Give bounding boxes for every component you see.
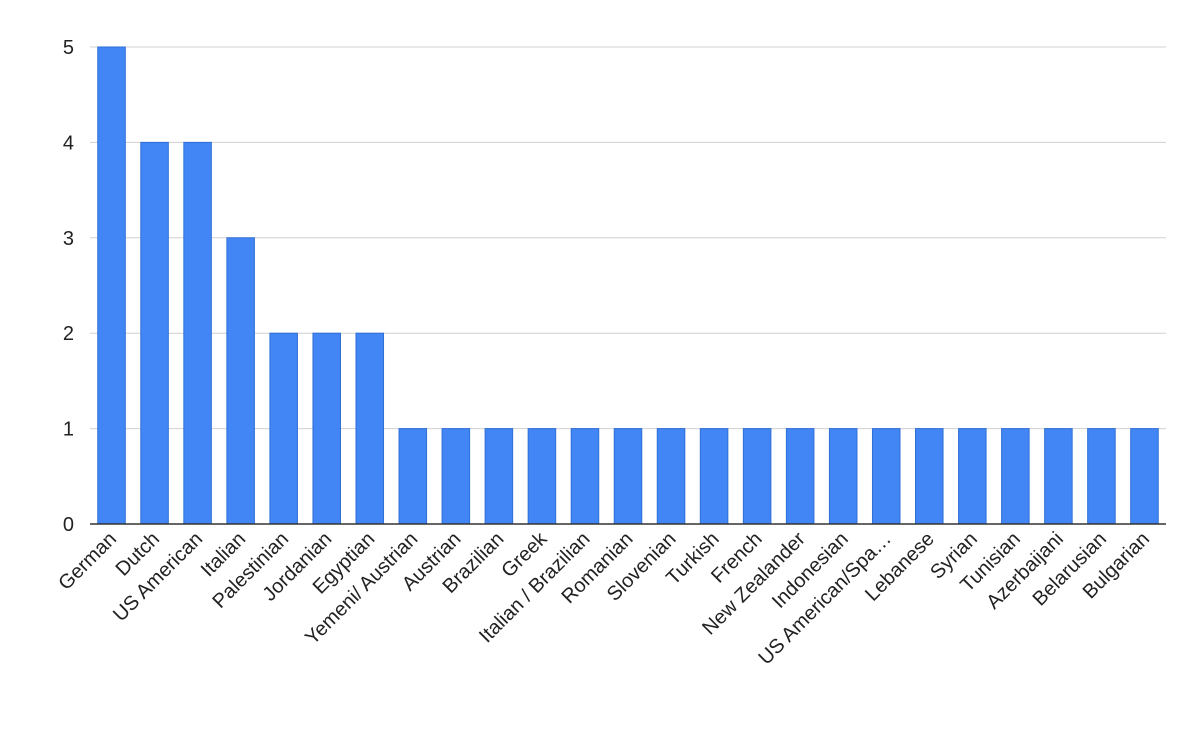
x-tick-label: German [54, 528, 121, 595]
bar [441, 428, 471, 525]
bar [484, 428, 514, 525]
y-tick-labels: 0 1 2 3 4 5 [63, 37, 74, 536]
bar [570, 428, 600, 525]
bar [742, 428, 772, 525]
y-tick-label: 5 [63, 37, 74, 59]
bar [527, 428, 557, 525]
bar [97, 46, 126, 525]
bar [1087, 428, 1116, 525]
bar [1044, 428, 1073, 525]
bar [613, 428, 643, 525]
bar [871, 428, 901, 525]
bar [312, 332, 341, 525]
y-tick-label: 2 [63, 323, 74, 345]
bar [785, 428, 815, 525]
bar [269, 332, 298, 525]
bar [226, 237, 255, 525]
bar [140, 141, 169, 525]
bar [656, 428, 686, 525]
bar [355, 332, 385, 525]
gridlines [90, 46, 1166, 430]
y-tick-label: 0 [63, 514, 74, 536]
bar [828, 428, 858, 525]
y-tick-label: 1 [63, 419, 74, 441]
bar [699, 428, 729, 525]
bar [958, 428, 987, 525]
y-tick-label: 3 [63, 228, 74, 250]
bar [1130, 428, 1159, 525]
y-tick-label: 4 [63, 132, 74, 154]
bar [915, 428, 944, 525]
bars [97, 46, 1159, 525]
bar [1001, 428, 1030, 525]
bar [183, 141, 212, 525]
bar [398, 428, 428, 525]
